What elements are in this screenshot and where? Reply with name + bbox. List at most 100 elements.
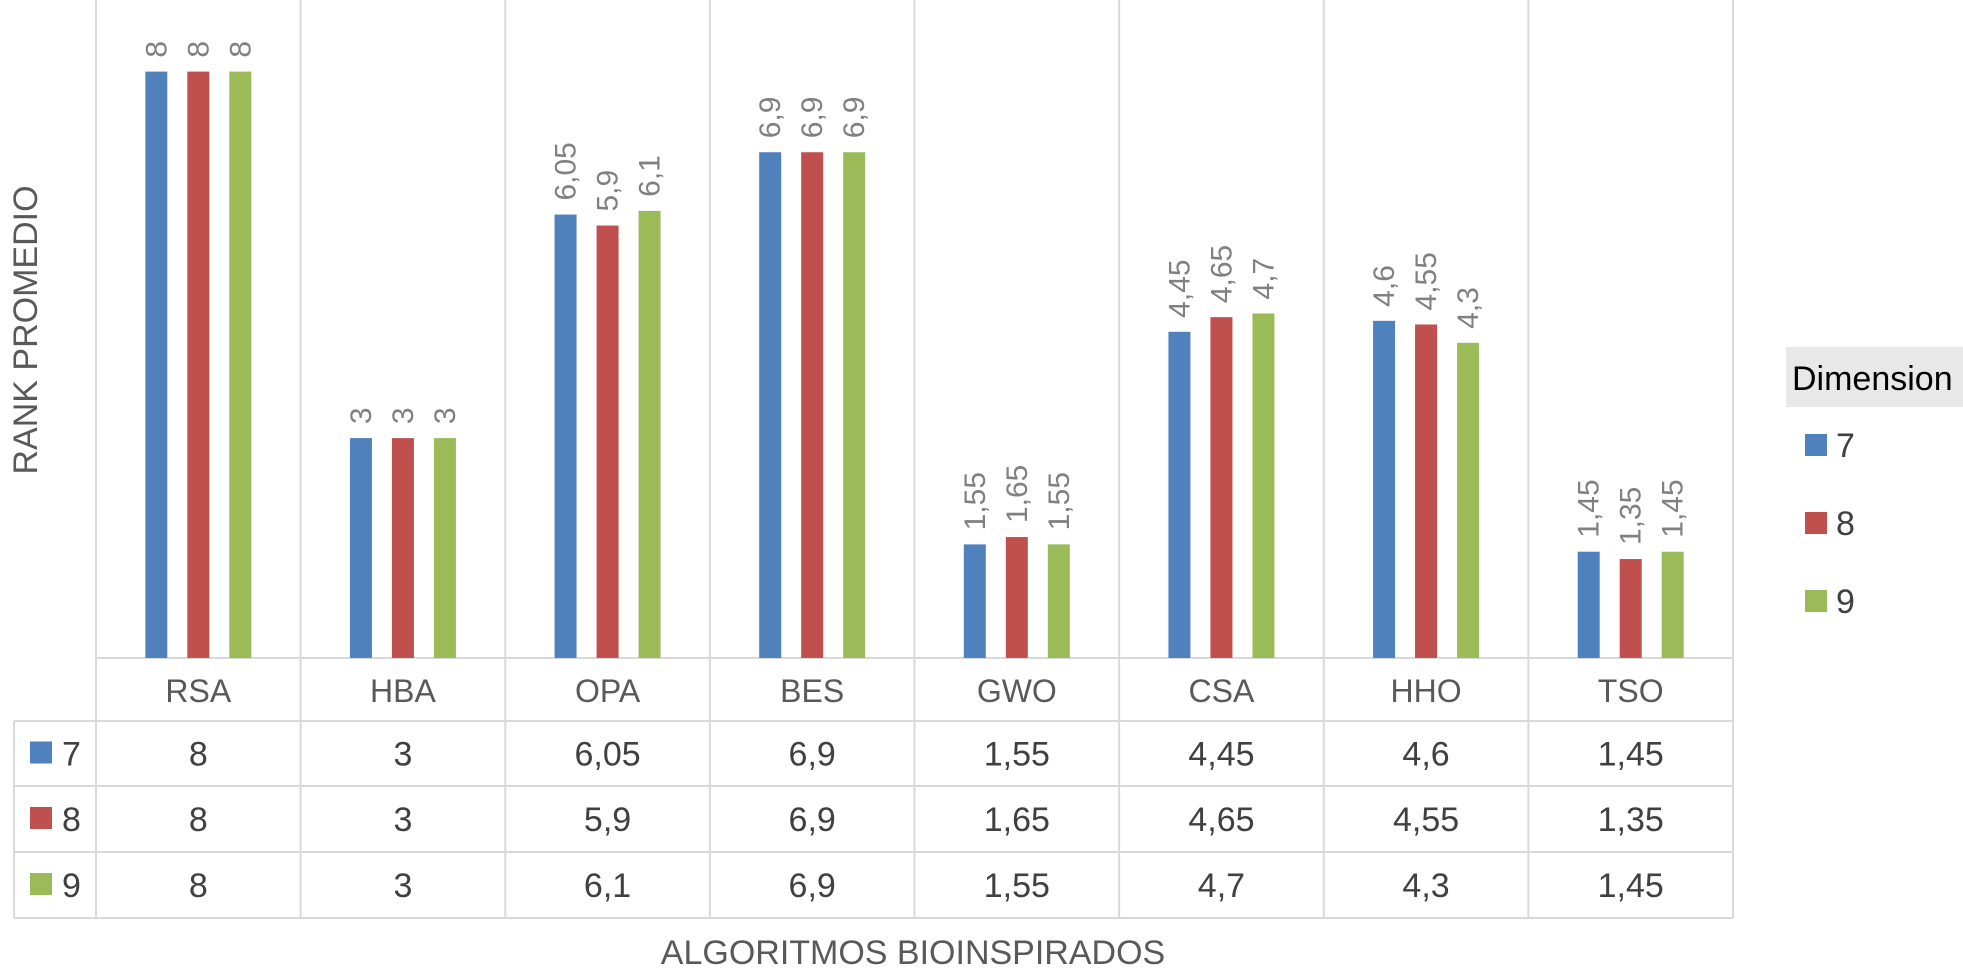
bar-gwo-dim-8: [1005, 537, 1028, 658]
data-label: 1,55: [959, 472, 992, 530]
category-label: HBA: [370, 673, 436, 709]
data-label: 4,3: [1452, 287, 1485, 329]
bar-csa-dim-9: [1252, 313, 1275, 658]
table-cell: 8: [189, 801, 208, 839]
data-label: 4,45: [1163, 259, 1196, 317]
data-label: 1,45: [1573, 479, 1606, 537]
category-label: CSA: [1189, 673, 1255, 709]
table-cell: 8: [189, 867, 208, 905]
table-cell: 3: [393, 801, 412, 839]
bar-tso-dim-8: [1619, 559, 1642, 658]
row-key-swatch: [30, 741, 52, 764]
table-cell: 1,55: [984, 736, 1050, 774]
data-label: 6,05: [550, 142, 583, 200]
bar-hba-dim-7: [349, 438, 372, 658]
data-label: 3: [345, 407, 378, 424]
bar-bes-dim-9: [843, 152, 866, 659]
data-label: 3: [429, 407, 462, 424]
data-label: 6,9: [838, 97, 871, 139]
category-labels: RSA HBA OPA BES GWO CSA HHO TSO: [165, 673, 1663, 709]
row-header: 7: [62, 736, 81, 774]
legend-swatch: [1805, 512, 1827, 534]
table-cell: 6,1: [584, 867, 631, 905]
data-label: 8: [182, 41, 215, 58]
category-label: BES: [780, 673, 844, 709]
table-cell: 5,9: [584, 801, 631, 839]
data-table: 7 8 3 6,05 6,9 1,55 4,45 4,6 1,45 8 8 3 5,9 6,9 1,65 4,…: [30, 736, 1664, 905]
legend: Dimension 7 8 9: [1786, 347, 1963, 621]
bar-opa-dim-8: [596, 225, 619, 658]
table-cell: 6,05: [574, 736, 640, 774]
legend-item: 9: [1836, 583, 1855, 621]
data-label: 1,45: [1657, 479, 1690, 537]
table-cell: 4,7: [1198, 867, 1245, 905]
bar-hho-dim-7: [1373, 320, 1396, 658]
bar-bes-dim-8: [801, 152, 824, 659]
table-cell: 1,35: [1598, 801, 1664, 839]
table-cell: 4,3: [1402, 867, 1449, 905]
table-cell: 1,45: [1598, 736, 1664, 774]
bar-csa-dim-7: [1168, 331, 1191, 658]
category-label: TSO: [1598, 673, 1664, 709]
bar-tso-dim-9: [1661, 551, 1684, 658]
bar-bes-dim-7: [759, 152, 782, 659]
table-cell: 4,65: [1188, 801, 1254, 839]
row-header: 9: [62, 867, 81, 905]
data-label: 6,1: [634, 155, 667, 197]
legend-item: 8: [1836, 505, 1855, 543]
row-key-swatch: [30, 807, 52, 829]
bar-rsa-dim-9: [229, 71, 252, 659]
row-header: 8: [62, 801, 81, 839]
table-cell: 6,9: [789, 867, 836, 905]
bar-tso-dim-7: [1577, 551, 1600, 658]
bar-csa-dim-8: [1210, 317, 1233, 658]
table-cell: 1,45: [1598, 867, 1664, 905]
legend-swatch: [1805, 434, 1827, 456]
legend-item: 7: [1836, 427, 1855, 465]
bar-hba-dim-9: [433, 438, 456, 658]
table-cell: 3: [393, 867, 412, 905]
table-cell: 1,65: [984, 801, 1050, 839]
bar-hho-dim-8: [1415, 324, 1438, 658]
table-cell: 4,6: [1402, 736, 1449, 774]
data-label: 1,65: [1001, 465, 1034, 523]
data-labels: 8 3 6,05 6,9 1,55 4,45 4,6 1,45 8 3 5,9 6,9 1,65 4,65…: [140, 41, 1689, 545]
bars: [145, 71, 1684, 659]
x-axis-title: ALGORITMOS BIOINSPIRADOS: [661, 934, 1165, 972]
category-label: RSA: [165, 673, 231, 709]
bar-hba-dim-8: [391, 438, 414, 658]
data-label: 4,65: [1205, 245, 1238, 303]
data-label: 1,35: [1615, 487, 1648, 545]
y-axis-title: RANK PROMEDIO: [7, 185, 45, 474]
legend-title-bg: [1786, 347, 1963, 407]
table-cell: 3: [393, 736, 412, 774]
table-cell: 6,9: [789, 736, 836, 774]
data-label: 5,9: [592, 170, 625, 212]
table-cell: 8: [189, 736, 208, 774]
table-cell: 4,55: [1393, 801, 1459, 839]
legend-title: Dimension: [1792, 360, 1953, 398]
category-label: OPA: [575, 673, 641, 709]
data-label: 4,7: [1247, 258, 1280, 300]
data-label: 4,6: [1368, 265, 1401, 307]
table-cell: 1,55: [984, 867, 1050, 905]
bar-opa-dim-7: [554, 214, 577, 658]
bar-rsa-dim-8: [187, 71, 210, 659]
bar-hho-dim-9: [1457, 342, 1480, 658]
data-label: 4,55: [1410, 252, 1443, 310]
bar-opa-dim-9: [638, 210, 661, 658]
category-label: HHO: [1391, 673, 1462, 709]
data-label: 3: [387, 407, 420, 424]
data-label: 8: [224, 41, 257, 58]
bar-gwo-dim-9: [1047, 544, 1070, 658]
bar-gwo-dim-7: [963, 544, 986, 658]
table-cell: 4,45: [1188, 736, 1254, 774]
table-cell: 6,9: [789, 801, 836, 839]
bar-rsa-dim-7: [145, 71, 168, 659]
data-label: 6,9: [796, 97, 829, 139]
row-key-swatch: [30, 873, 52, 895]
data-label: 1,55: [1043, 472, 1076, 530]
data-label: 8: [140, 41, 173, 58]
data-label: 6,9: [754, 97, 787, 139]
